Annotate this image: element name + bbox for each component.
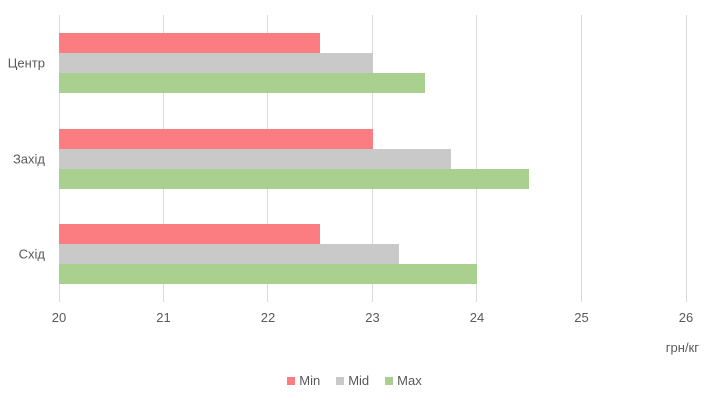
bar-groups — [59, 15, 686, 302]
bar-max-2 — [59, 264, 477, 285]
x-tick-label-24: 24 — [469, 310, 485, 325]
plot-area — [58, 15, 687, 302]
bar-mid-2 — [59, 244, 399, 265]
bar-max-1 — [59, 168, 530, 189]
bar-max-0 — [59, 72, 425, 93]
x-tick-label-22: 22 — [260, 310, 276, 325]
category-label-1: Захід — [12, 151, 45, 166]
x-tick-label-23: 23 — [365, 310, 380, 325]
legend-label-min: Min — [299, 373, 321, 388]
bar-group-1 — [59, 111, 686, 207]
category-label-0: Центр — [7, 55, 45, 71]
bar-mid-1 — [59, 148, 451, 169]
bar-group-2 — [59, 206, 686, 302]
gridline — [476, 15, 478, 302]
legend-swatch-mid — [336, 377, 345, 385]
bar-mid-0 — [59, 52, 373, 73]
legend-item-max: Max — [385, 374, 422, 388]
legend-swatch-max — [385, 377, 394, 385]
bar-min-0 — [59, 32, 321, 53]
bar-group-0 — [59, 15, 686, 111]
x-axis-title: грн/кг — [665, 340, 699, 355]
gridline — [685, 15, 687, 302]
x-tick-label-21: 21 — [156, 310, 171, 325]
legend-item-mid: Mid — [336, 374, 369, 388]
bar-min-1 — [59, 128, 373, 149]
category-label-2: Схід — [18, 246, 45, 262]
legend-item-min: Min — [287, 374, 320, 388]
bar-min-2 — [59, 224, 321, 245]
x-tick-label-20: 20 — [51, 310, 67, 325]
x-tick-label-25: 25 — [574, 310, 589, 325]
legend: Min Mid Max — [0, 374, 709, 388]
x-tick-label-26: 26 — [678, 310, 694, 325]
legend-swatch-min — [287, 377, 296, 385]
legend-label-max: Max — [397, 373, 422, 388]
gridline — [581, 15, 582, 302]
legend-label-mid: Mid — [348, 373, 370, 388]
